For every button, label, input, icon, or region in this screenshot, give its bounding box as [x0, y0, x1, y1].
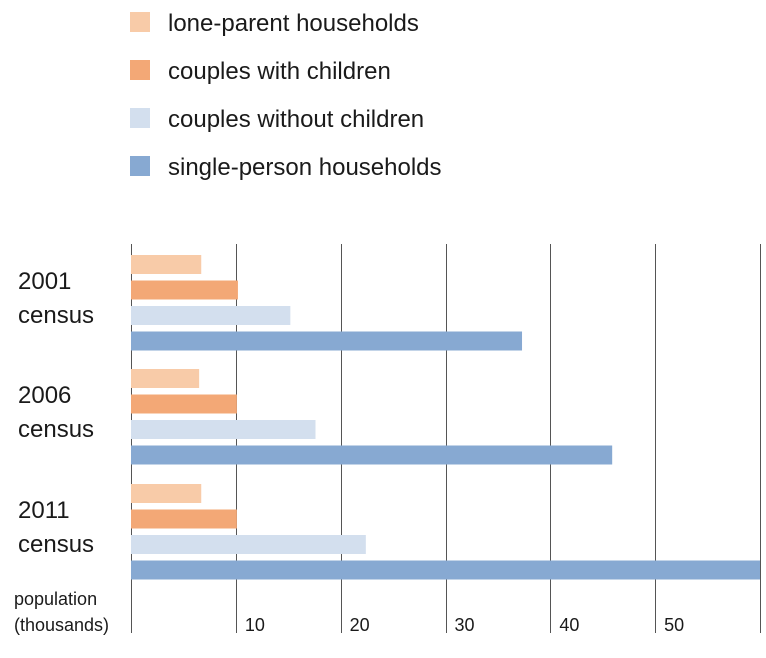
- legend: lone-parent households couples with child…: [130, 10, 442, 181]
- category-label-2001-year: 2001: [18, 268, 71, 295]
- category-label-2001-census: census: [18, 302, 94, 329]
- bar-2006-couples-with-children: [131, 394, 237, 414]
- bar-2011-lone-parent: [131, 484, 202, 503]
- legend-swatch-couples-with-children: [130, 60, 150, 80]
- x-tick-label-50: 50: [664, 615, 684, 635]
- category-label-2006-year: 2006: [18, 382, 71, 409]
- legend-label-couples-without-children: couples without children: [168, 106, 424, 133]
- bars: [131, 255, 760, 580]
- bar-2011-single-person: [131, 560, 760, 580]
- bar-2001-couples-with-children: [131, 280, 238, 300]
- legend-label-single-person: single-person households: [168, 154, 442, 181]
- x-tick-label-40: 40: [559, 615, 579, 635]
- bar-2006-lone-parent: [131, 369, 200, 388]
- x-axis-title-line-2: (thousands): [14, 615, 109, 635]
- legend-swatch-single-person: [130, 156, 150, 176]
- bar-2006-single-person: [131, 445, 613, 465]
- legend-label-couples-with-children: couples with children: [168, 58, 391, 85]
- x-tick-labels: 10 20 30 40 50: [245, 615, 684, 635]
- x-tick-label-30: 30: [455, 615, 475, 635]
- bar-2001-couples-without-children: [131, 306, 291, 325]
- x-tick-label-10: 10: [245, 615, 265, 635]
- x-axis-title: population (thousands): [14, 589, 109, 635]
- legend-label-lone-parent: lone-parent households: [168, 10, 419, 37]
- x-tick-label-20: 20: [350, 615, 370, 635]
- category-label-2011-census: census: [18, 531, 94, 558]
- legend-swatch-lone-parent: [130, 12, 150, 32]
- bar-2001-lone-parent: [131, 255, 202, 274]
- bar-2006-couples-without-children: [131, 420, 316, 439]
- category-label-2006-census: census: [18, 416, 94, 443]
- bar-2011-couples-with-children: [131, 509, 237, 529]
- category-labels: 2001 census 2006 census 2011 census: [18, 268, 94, 558]
- x-axis-title-line-1: population: [14, 589, 97, 609]
- category-label-2011-year: 2011: [18, 497, 70, 524]
- bar-2001-single-person: [131, 331, 523, 351]
- legend-swatch-couples-without-children: [130, 108, 150, 128]
- bar-2011-couples-without-children: [131, 535, 366, 554]
